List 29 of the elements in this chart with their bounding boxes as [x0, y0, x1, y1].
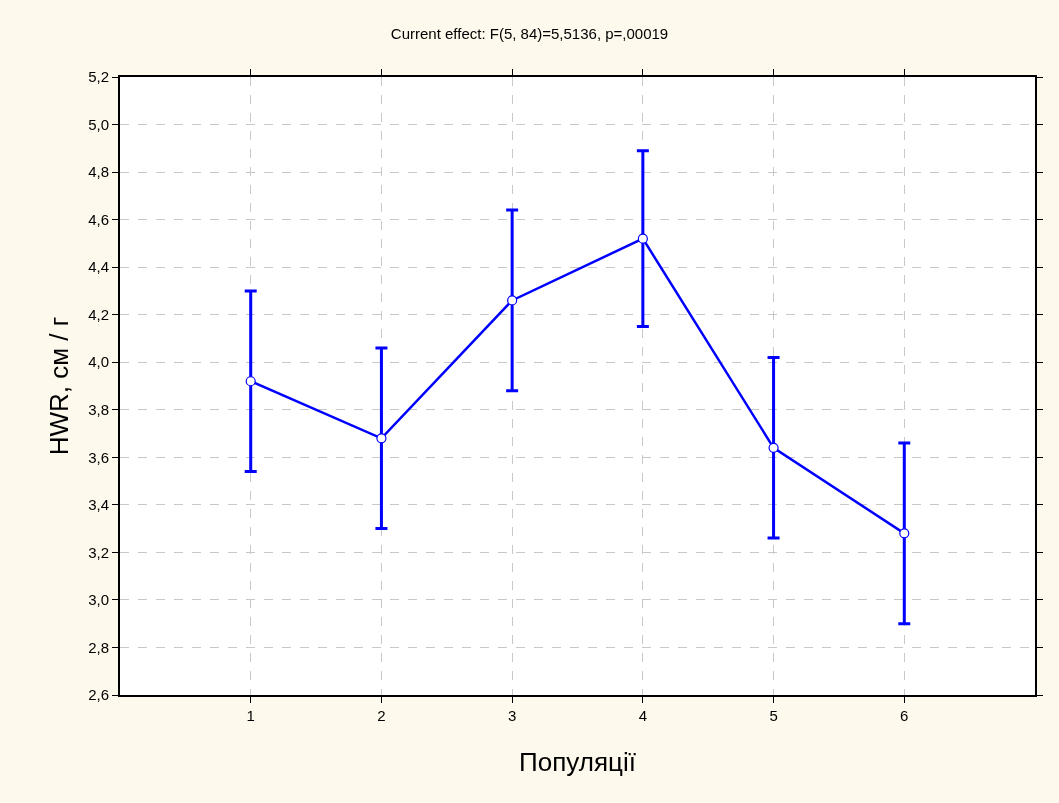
- x-tick-label: 6: [900, 707, 909, 724]
- point: [507, 295, 518, 306]
- y-tick-label: 4,4: [88, 258, 109, 276]
- y-tick-label: 4,6: [88, 210, 109, 228]
- y-tick-label: 5,2: [88, 68, 109, 86]
- y-tick-label: 4,8: [88, 163, 109, 181]
- x-tick-label: 5: [769, 707, 778, 724]
- point: [637, 233, 648, 244]
- y-tick-label: 3,2: [88, 543, 109, 561]
- point: [899, 528, 910, 539]
- y-axis-title: HWR, см / г: [44, 316, 75, 456]
- point: [376, 433, 387, 444]
- point: [245, 376, 256, 387]
- x-tick-label: 4: [638, 707, 648, 724]
- y-tick-label: 3,6: [88, 448, 109, 466]
- y-tick-label: 3,8: [88, 401, 109, 419]
- y-tick-label: 2,8: [88, 638, 109, 656]
- point: [768, 442, 779, 453]
- y-tick-label: 3,4: [88, 496, 109, 514]
- x-axis-title: Популяції: [519, 747, 636, 778]
- x-tick-label: 3: [507, 707, 517, 724]
- x-tick-label: 2: [377, 707, 386, 724]
- y-tick-label: 4,0: [88, 353, 109, 371]
- chart-title: Current effect: F(5, 84)=5,5136, p=,00019: [390, 24, 669, 42]
- y-tick-label: 3,0: [88, 591, 109, 609]
- y-tick-label: 2,6: [88, 686, 109, 704]
- x-tick-label: 1: [246, 707, 255, 724]
- y-tick-label: 5,0: [88, 115, 109, 133]
- y-tick-label: 4,2: [88, 305, 109, 323]
